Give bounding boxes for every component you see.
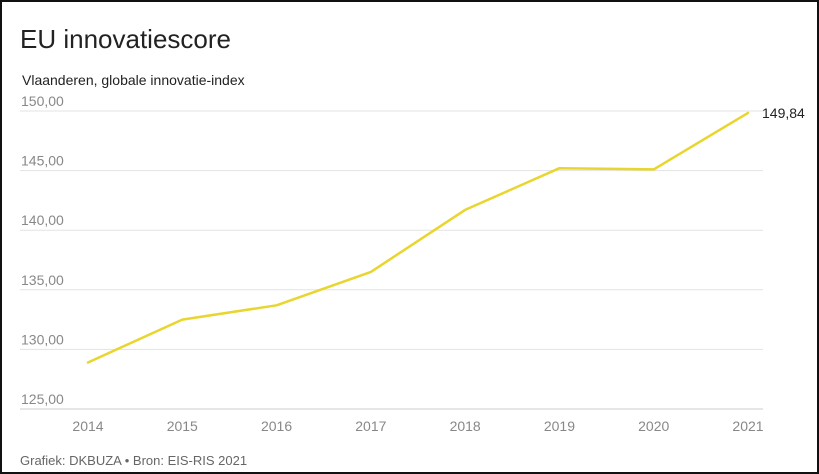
gridlines	[20, 110, 763, 410]
chart-title: EU innovatiescore	[20, 24, 231, 54]
x-tick-label: 2015	[167, 418, 198, 434]
chart-subtitle: Vlaanderen, globale innovatie-index	[22, 72, 245, 88]
y-tick-label: 150,00	[21, 93, 64, 109]
x-tick-label: 2020	[638, 418, 669, 434]
end-value-label: 149,84	[762, 105, 805, 121]
x-tick-label: 2016	[261, 418, 292, 434]
x-tick-label: 2018	[450, 418, 481, 434]
series-line	[86, 111, 750, 364]
y-tick-label: 125,00	[21, 391, 64, 407]
data-labels: 149,84	[762, 105, 805, 121]
x-tick-label: 2014	[72, 418, 103, 434]
x-tick-label: 2017	[355, 418, 386, 434]
y-tick-label: 140,00	[21, 212, 64, 228]
chart-source-footer: Grafiek: DKBUZA • Bron: EIS-RIS 2021	[20, 453, 248, 468]
y-tick-label: 135,00	[21, 272, 64, 288]
x-tick-label: 2019	[544, 418, 575, 434]
y-tick-label: 130,00	[21, 331, 64, 347]
y-axis-ticks: 125,00 130,00 135,00 140,00 145,00 150,00	[21, 93, 64, 407]
x-axis-ticks: 2014 2015 2016 2017 2018 2019 2020 2021	[72, 418, 763, 434]
series	[86, 111, 750, 364]
y-tick-label: 145,00	[21, 153, 64, 169]
x-tick-label: 2021	[732, 418, 763, 434]
